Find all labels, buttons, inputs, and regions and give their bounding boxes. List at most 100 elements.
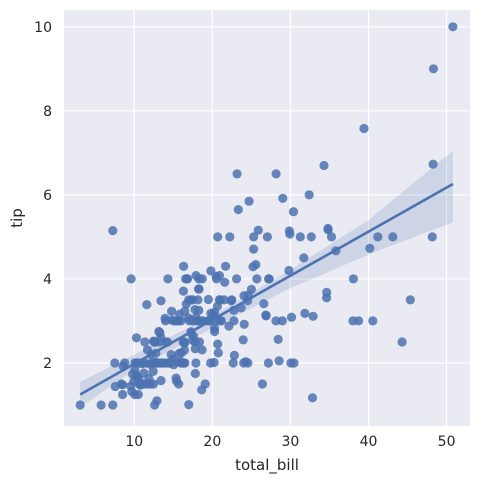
y-tick-label: 10 [34, 20, 52, 36]
data-point [232, 169, 242, 179]
data-point [227, 295, 237, 305]
data-point [191, 358, 201, 368]
data-point [213, 339, 223, 349]
data-point [126, 274, 136, 284]
data-point [307, 393, 318, 403]
data-point [388, 232, 398, 242]
data-point [131, 333, 142, 343]
data-point [233, 205, 243, 215]
data-point [148, 366, 158, 376]
data-point [249, 244, 259, 254]
data-point [190, 344, 200, 354]
data-point [277, 316, 287, 326]
data-point [257, 379, 267, 389]
y-axis-label: tip [8, 208, 26, 228]
data-point [299, 253, 309, 263]
data-point [427, 232, 437, 242]
data-point [289, 358, 299, 368]
data-point [359, 123, 369, 134]
data-point [213, 232, 223, 242]
data-point [216, 316, 226, 326]
data-point [210, 326, 220, 337]
data-point [142, 300, 152, 310]
data-point [322, 287, 332, 297]
data-point [193, 295, 203, 305]
data-point [194, 284, 204, 294]
data-point [180, 338, 190, 348]
data-point [252, 274, 262, 284]
data-point [184, 400, 194, 410]
data-point [244, 196, 254, 206]
data-point [246, 284, 256, 294]
data-point [203, 294, 213, 305]
data-point [96, 400, 106, 410]
data-point [194, 305, 204, 315]
y-tick-label: 6 [43, 188, 52, 204]
data-point [229, 350, 239, 360]
data-point [197, 345, 207, 355]
data-point [194, 337, 205, 347]
y-tick-label: 4 [43, 272, 52, 288]
data-point [397, 337, 407, 347]
data-point [249, 232, 259, 242]
y-tick-label: 2 [43, 356, 52, 372]
data-point [284, 265, 294, 276]
data-point [304, 190, 314, 200]
data-point [251, 260, 261, 270]
x-tick-label: 40 [360, 434, 378, 450]
data-point [156, 376, 166, 386]
data-point [319, 160, 329, 171]
data-point [178, 286, 188, 296]
data-point [448, 22, 458, 32]
data-point [326, 232, 337, 242]
data-point [108, 400, 118, 410]
plot-area [64, 10, 470, 426]
data-point [179, 261, 189, 271]
data-point [229, 316, 239, 326]
x-tick-label: 20 [203, 434, 221, 450]
data-point [209, 357, 219, 368]
data-point [190, 368, 200, 379]
data-point [108, 226, 118, 236]
data-point [118, 380, 128, 390]
data-point [148, 379, 159, 389]
data-point [214, 271, 225, 281]
data-point [308, 311, 318, 321]
data-point [225, 232, 235, 242]
x-tick-label: 30 [282, 434, 300, 450]
data-point [152, 396, 162, 406]
data-point [220, 277, 230, 287]
data-point [239, 319, 249, 329]
data-point [140, 337, 150, 347]
data-point [118, 389, 128, 400]
data-point [232, 274, 242, 284]
y-axis-ticks: 2 4 6 8 10 [34, 20, 52, 372]
data-point [182, 274, 193, 284]
data-point [286, 312, 297, 322]
data-point [263, 358, 273, 368]
data-point [271, 316, 281, 326]
data-point [213, 348, 223, 358]
data-point [365, 243, 375, 253]
data-point [259, 299, 269, 309]
data-point [373, 232, 383, 242]
data-point [261, 311, 271, 321]
regression-line [79, 182, 454, 396]
data-point [264, 274, 274, 284]
data-point [156, 296, 166, 306]
data-point [167, 306, 177, 316]
data-point [133, 389, 143, 400]
data-point [200, 379, 210, 389]
data-point [300, 308, 310, 318]
x-tick-label: 50 [438, 434, 456, 450]
data-point [120, 358, 130, 368]
data-point [278, 193, 288, 203]
data-point [323, 225, 333, 235]
data-point [228, 358, 238, 368]
x-axis-ticks: 10 20 30 40 50 [125, 434, 455, 450]
data-point [243, 358, 253, 368]
data-point [253, 225, 263, 235]
data-point [274, 356, 284, 366]
data-point [75, 400, 85, 410]
data-point [219, 295, 229, 305]
